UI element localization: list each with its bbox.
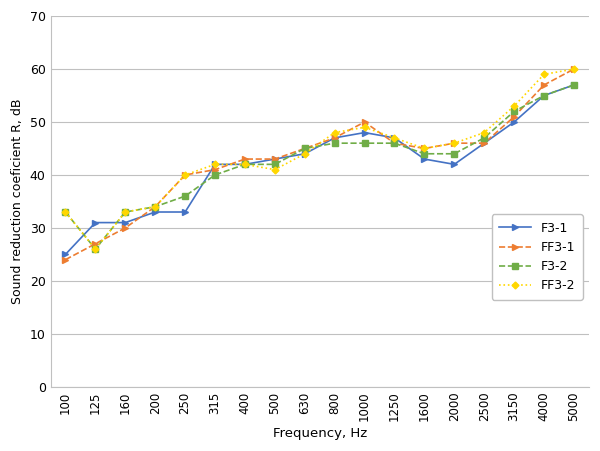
FF3-1 — [241, 156, 248, 162]
FF3-1 — [391, 140, 398, 146]
F3-1 — [62, 252, 69, 257]
FF3-1 — [271, 156, 278, 162]
F3-1 — [271, 156, 278, 162]
FF3-1 — [122, 225, 129, 230]
F3-2 — [211, 172, 218, 178]
F3-2 — [571, 82, 578, 87]
F3-2 — [511, 109, 518, 114]
FF3-1 — [361, 120, 368, 125]
FF3-2 — [391, 135, 398, 141]
FF3-2 — [152, 204, 159, 209]
Line: F3-1: F3-1 — [63, 82, 577, 257]
FF3-2 — [361, 124, 368, 130]
F3-1 — [241, 161, 248, 167]
FF3-2 — [571, 66, 578, 72]
FF3-1 — [92, 241, 99, 247]
Line: F3-2: F3-2 — [63, 82, 577, 252]
F3-1 — [571, 82, 578, 87]
F3-1 — [211, 161, 218, 167]
F3-1 — [301, 151, 308, 156]
FF3-2 — [271, 167, 278, 172]
F3-2 — [331, 140, 338, 146]
F3-1 — [92, 220, 99, 226]
F3-2 — [541, 93, 548, 98]
FF3-1 — [571, 66, 578, 72]
F3-2 — [421, 151, 428, 156]
FF3-2 — [92, 246, 99, 252]
FF3-2 — [62, 209, 69, 215]
F3-2 — [451, 151, 458, 156]
FF3-2 — [541, 72, 548, 77]
FF3-2 — [122, 209, 129, 215]
F3-1 — [122, 220, 129, 226]
FF3-1 — [541, 82, 548, 87]
FF3-1 — [331, 135, 338, 141]
F3-2 — [481, 135, 488, 141]
F3-1 — [361, 130, 368, 135]
FF3-2 — [241, 161, 248, 167]
FF3-2 — [451, 140, 458, 146]
FF3-2 — [182, 172, 189, 178]
FF3-2 — [481, 130, 488, 135]
F3-1 — [152, 209, 159, 215]
F3-2 — [361, 140, 368, 146]
F3-1 — [451, 161, 458, 167]
F3-2 — [301, 146, 308, 151]
F3-1 — [331, 135, 338, 141]
F3-2 — [122, 209, 129, 215]
F3-2 — [271, 161, 278, 167]
F3-2 — [62, 209, 69, 215]
Line: FF3-1: FF3-1 — [63, 66, 577, 262]
F3-2 — [391, 140, 398, 146]
FF3-2 — [301, 151, 308, 156]
F3-1 — [481, 140, 488, 146]
Y-axis label: Sound reduction coeficient R, dB: Sound reduction coeficient R, dB — [11, 99, 24, 304]
F3-1 — [541, 93, 548, 98]
Line: FF3-2: FF3-2 — [63, 67, 577, 252]
F3-2 — [152, 204, 159, 209]
FF3-2 — [331, 130, 338, 135]
F3-2 — [241, 161, 248, 167]
F3-2 — [92, 246, 99, 252]
FF3-1 — [182, 172, 189, 178]
FF3-1 — [152, 204, 159, 209]
FF3-1 — [211, 167, 218, 172]
F3-1 — [511, 120, 518, 125]
FF3-1 — [511, 114, 518, 120]
FF3-1 — [451, 140, 458, 146]
F3-1 — [182, 209, 189, 215]
F3-1 — [391, 135, 398, 141]
F3-2 — [182, 193, 189, 199]
F3-1 — [421, 156, 428, 162]
FF3-1 — [481, 140, 488, 146]
FF3-1 — [62, 257, 69, 262]
FF3-2 — [511, 103, 518, 109]
FF3-2 — [211, 161, 218, 167]
FF3-2 — [421, 146, 428, 151]
FF3-1 — [301, 146, 308, 151]
Legend: F3-1, FF3-1, F3-2, FF3-2: F3-1, FF3-1, F3-2, FF3-2 — [492, 214, 583, 300]
X-axis label: Frequency, Hz: Frequency, Hz — [272, 427, 367, 440]
FF3-1 — [421, 146, 428, 151]
